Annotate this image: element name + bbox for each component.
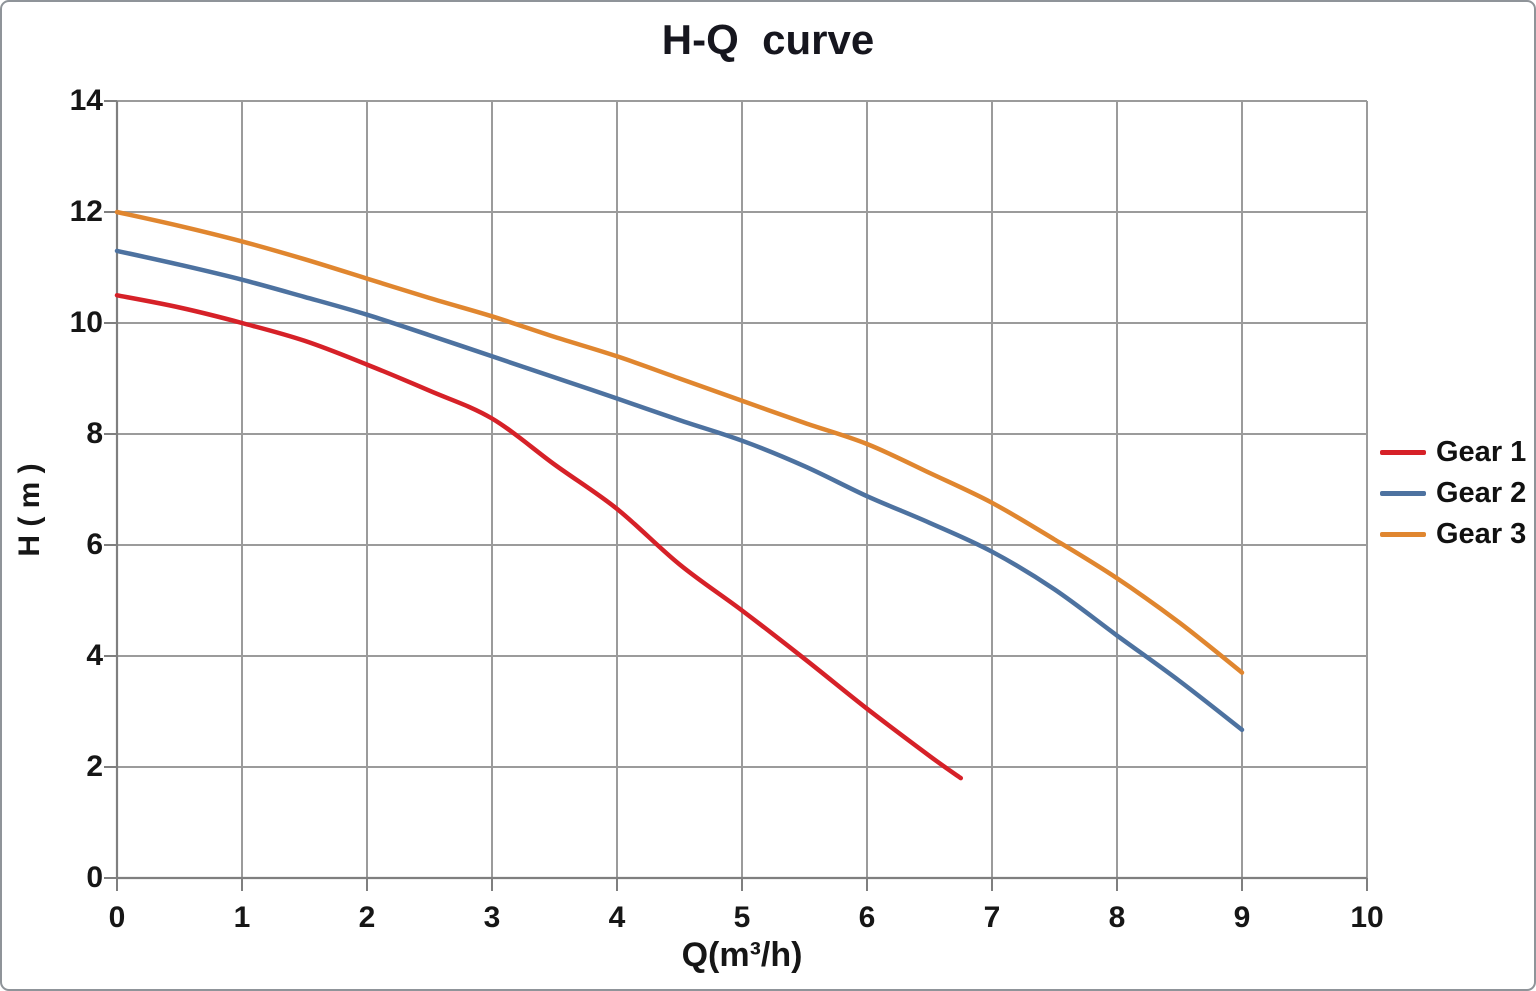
- y-axis-title: H ( m ): [13, 463, 46, 557]
- y-tick-label: 2: [86, 750, 103, 783]
- x-tick-label: 2: [358, 901, 376, 934]
- y-tick-label: 10: [69, 306, 103, 339]
- x-tick-label: 6: [858, 901, 876, 934]
- x-tick-label: 10: [1350, 901, 1384, 934]
- chart-title: H-Q curve: [661, 16, 875, 63]
- series-line-gear-2: [114, 248, 1245, 733]
- legend-entry-gear-3: Gear 3: [1380, 514, 1526, 555]
- series-line-gear-3: [114, 209, 1245, 675]
- y-tick-label: 6: [86, 528, 103, 561]
- x-axis-title: Q(m³/h): [681, 936, 803, 974]
- legend-line-swatch: [1380, 532, 1426, 537]
- y-tick-label: 0: [86, 861, 103, 894]
- legend-line-swatch: [1380, 450, 1426, 455]
- x-tick-label: 5: [733, 901, 751, 934]
- legend-label: Gear 3: [1436, 518, 1527, 550]
- legend-label: Gear 1: [1436, 436, 1527, 468]
- x-tick-label: 3: [483, 901, 501, 934]
- series-line-gear-1: [114, 293, 964, 781]
- x-tick-label: 9: [1233, 901, 1251, 934]
- legend-entry-gear-1: Gear 1: [1380, 432, 1526, 473]
- legend-line-swatch: [1380, 491, 1426, 496]
- y-tick-label: 8: [86, 417, 103, 450]
- x-tick-label: 0: [108, 901, 126, 934]
- y-tick-label: 4: [86, 639, 103, 672]
- y-tick-label: 14: [69, 84, 103, 117]
- legend: Gear 1 Gear 2 Gear 3: [1380, 432, 1526, 555]
- legend-label: Gear 2: [1436, 477, 1527, 509]
- x-tick-label: 8: [1108, 901, 1126, 934]
- legend-entry-gear-2: Gear 2: [1380, 473, 1526, 514]
- y-tick-label: 12: [69, 195, 103, 228]
- x-tick-label: 4: [608, 901, 626, 934]
- x-tick-label: 7: [983, 901, 1001, 934]
- x-tick-label: 1: [233, 901, 251, 934]
